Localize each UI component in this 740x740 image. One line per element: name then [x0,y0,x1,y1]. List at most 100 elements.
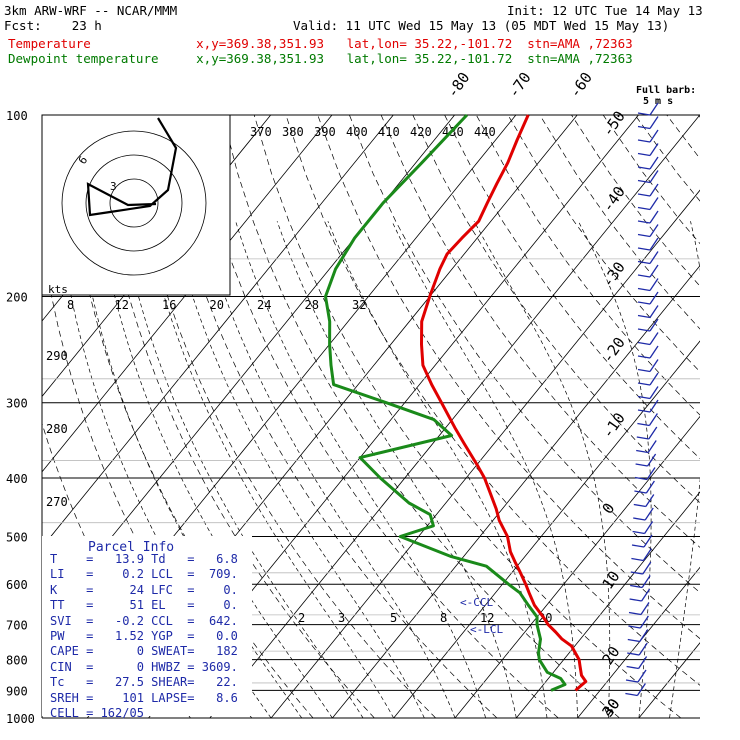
wind-barb [632,530,645,535]
wind-barb [649,264,659,278]
theta-label: 390 [314,125,336,139]
wind-barb [645,480,655,494]
theta-label: 410 [378,125,400,139]
temperature-label: -40 [599,183,629,216]
temperature-label: 20 [599,643,624,668]
wind-barb [649,156,659,170]
wind-barb [649,170,659,183]
wind-barb [649,116,659,129]
wind-barb [630,584,643,589]
wind-barb [637,422,650,427]
wind-barb [636,436,649,440]
wind-barb [645,494,655,507]
wind-barb [637,112,651,116]
pressure-label: 200 [6,291,28,305]
pressure-label: 500 [6,530,28,544]
temperature-label: 40 [599,695,624,720]
wind-barb [649,345,659,359]
temperature-label: 0 [599,500,619,518]
lcl-label: <-LCL [470,623,503,636]
ccl-label: <-CCL [460,596,493,609]
wind-barb [649,359,659,372]
parcel-row: K = 24 LFC = 0. [50,582,238,597]
moist-adiabat [473,221,611,718]
wind-barb [637,328,651,332]
wind-barb [637,382,651,386]
wind-barb [649,291,659,305]
hodograph-ring-label: 16 [162,298,176,312]
wind-barb [637,409,651,413]
parcel-row: SVI = -0.2 CCL = 642. [50,613,238,628]
pressure-label: 300 [6,397,28,411]
wind-barb [649,386,659,399]
temperature-label: 10 [599,568,624,593]
hodograph-trace [86,117,178,217]
wind-barb [649,399,659,413]
wind-barb [648,426,658,440]
theta-label: 420 [410,125,432,139]
isotherm-line [577,566,700,718]
wind-barb [649,224,659,237]
dry-adiabat [95,115,375,718]
wind-barb [647,440,657,453]
wind-barb [640,602,650,615]
moist-adiabat [699,717,700,718]
wind-barb [649,332,659,345]
moist-adiabat [235,221,486,718]
wind-barb [637,341,651,346]
wind-barb [636,449,649,454]
wind-barb [649,318,659,332]
wind-barb [641,575,651,588]
wind-barb [637,206,651,211]
wind-barb [633,517,646,521]
isotherm-line [270,189,700,718]
dry-adiabat [730,115,740,718]
theta-label: 370 [250,125,272,139]
parcel-info-title: Parcel Info [88,540,175,555]
wind-barb [631,544,645,548]
isotherm-line [42,115,394,548]
wind-barb [649,278,659,291]
dry-adiabat [190,115,559,718]
dry-adiabat [507,115,700,373]
wind-barb [637,139,651,143]
wind-barb [649,129,659,143]
moist-adiabat [391,221,578,718]
forecast-hour: Fcst: 23 h [4,18,102,33]
wind-barb [637,125,651,130]
wind-barb [649,251,659,264]
temperature-label: -10 [599,409,629,442]
wind-barb [637,220,651,224]
moist-adiabat [577,221,652,718]
wind-barb [639,629,649,642]
pressure-label: 600 [6,578,28,592]
wind-barb [649,143,659,156]
barb-key-label: Full barb: [636,85,696,96]
wind-barb [649,372,659,386]
wind-barb [646,467,656,480]
wind-barb [647,453,657,467]
dry-adiabat [285,115,700,686]
temperature-label: -70 [504,69,534,102]
hodograph-ring [109,178,159,228]
wind-barb [644,521,654,534]
wind-barb [641,588,651,602]
wind-barb [649,197,659,210]
wind-barb [639,615,649,629]
mixing-ratio-label: 5 [390,611,397,625]
wind-barb [637,355,651,359]
valid-time: Valid: 11 UTC Wed 15 May 13 (05 MDT Wed … [293,18,670,33]
parcel-info-box [42,536,252,716]
hodograph-ring-label: 24 [257,298,271,312]
dry-adiabat [349,115,700,594]
isotherm-line [515,491,700,718]
theta-e-label: 280 [46,422,68,436]
pressure-label: 400 [6,472,28,486]
dry-adiabat [412,115,700,504]
dry-adiabat [158,115,498,718]
moist-adiabat [78,221,303,718]
wind-barb [625,679,639,683]
mixing-ratio-label: 2 [298,611,305,625]
theta-label: 380 [282,125,304,139]
